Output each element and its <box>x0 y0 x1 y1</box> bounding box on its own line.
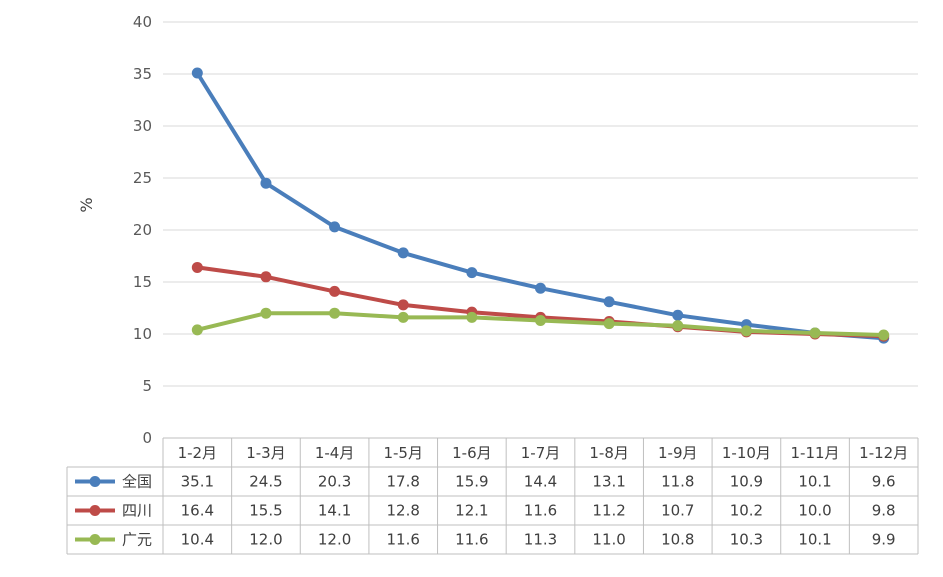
data-label: 14.4 <box>524 473 557 491</box>
data-label: 20.3 <box>318 473 351 491</box>
x-tick-label: 1-6月 <box>452 444 492 462</box>
x-tick-label: 1-3月 <box>246 444 286 462</box>
y-tick-label: 20 <box>133 221 152 239</box>
data-point <box>329 307 341 319</box>
data-point <box>329 285 341 297</box>
data-point <box>466 267 478 279</box>
data-point <box>397 247 409 259</box>
x-tick-label: 1-8月 <box>589 444 629 462</box>
x-tick-label: 1-4月 <box>315 444 355 462</box>
series <box>191 307 890 341</box>
data-point <box>397 311 409 323</box>
series-lines <box>191 67 890 344</box>
legend-label: 广元 <box>122 531 152 549</box>
y-axis-title: % <box>77 197 96 212</box>
data-label: 10.1 <box>798 473 831 491</box>
y-tick-label: 25 <box>133 169 152 187</box>
x-tick-label: 1-2月 <box>178 444 218 462</box>
data-point <box>535 314 546 326</box>
data-label: 12.8 <box>387 502 420 520</box>
x-tick-label: 1-10月 <box>722 444 771 462</box>
legend-marker <box>89 534 101 545</box>
data-label: 10.4 <box>181 531 214 549</box>
data-label: 11.0 <box>592 531 625 549</box>
data-label: 10.7 <box>661 502 694 520</box>
data-label: 35.1 <box>181 473 214 491</box>
data-table: 1-2月 1-3月 1-4月 1-5月 1-6月 1-7月 1-8月 1-9月 1-10月 1-1… <box>66 437 919 555</box>
data-label: 14.1 <box>318 502 351 520</box>
legend-label: 全国 <box>122 473 152 491</box>
data-label: 11.6 <box>455 531 488 549</box>
data-label: 16.4 <box>181 502 214 520</box>
x-tick-label: 1-11月 <box>791 444 840 462</box>
data-label: 13.1 <box>592 473 625 491</box>
data-label: 15.9 <box>455 473 488 491</box>
y-tick-label: 15 <box>133 273 152 291</box>
data-label: 10.0 <box>798 502 831 520</box>
data-label: 10.8 <box>661 531 694 549</box>
y-tick-label: 10 <box>133 325 152 343</box>
data-label: 9.6 <box>872 473 896 491</box>
data-label: 12.0 <box>318 531 351 549</box>
data-point <box>878 329 890 341</box>
data-point <box>603 318 615 330</box>
series-line <box>195 71 886 341</box>
data-label: 9.8 <box>872 502 896 520</box>
data-label: 10.2 <box>730 502 763 520</box>
data-label: 11.3 <box>524 531 557 549</box>
data-label: 24.5 <box>249 473 282 491</box>
data-point <box>535 282 546 294</box>
x-tick-label: 1-5月 <box>383 444 423 462</box>
data-point <box>329 221 341 233</box>
data-label: 10.1 <box>798 531 831 549</box>
data-point <box>397 299 409 311</box>
x-tick-label: 1-12月 <box>859 444 908 462</box>
data-label: 12.1 <box>455 502 488 520</box>
data-point <box>672 320 684 332</box>
legend-label: 四川 <box>122 502 152 520</box>
data-point <box>191 324 203 336</box>
y-tick-label: 40 <box>133 13 152 31</box>
data-label: 12.0 <box>249 531 282 549</box>
data-label: 11.6 <box>387 531 420 549</box>
legend-marker <box>89 476 101 487</box>
data-label: 17.8 <box>387 473 420 491</box>
data-label: 10.9 <box>730 473 763 491</box>
data-label: 11.6 <box>524 502 557 520</box>
data-point <box>191 67 203 79</box>
series <box>191 67 890 344</box>
data-label: 10.3 <box>730 531 763 549</box>
data-label: 11.2 <box>592 502 625 520</box>
data-label: 9.9 <box>872 531 896 549</box>
y-tick-label: 5 <box>142 377 152 395</box>
data-point <box>466 311 478 323</box>
data-point <box>603 296 615 308</box>
data-point <box>191 261 203 273</box>
y-tick-label: 0 <box>142 429 152 447</box>
data-point <box>260 271 272 283</box>
data-point <box>260 177 272 189</box>
data-label: 15.5 <box>249 502 282 520</box>
data-point <box>672 309 684 321</box>
legend-marker <box>89 505 101 516</box>
data-point <box>740 325 752 337</box>
x-tick-label: 1-9月 <box>658 444 698 462</box>
x-tick-label: 1-7月 <box>521 444 561 462</box>
data-point <box>809 327 821 339</box>
y-axis-ticks: 0 5 10 15 20 25 30 35 40 <box>133 13 152 447</box>
y-tick-label: 30 <box>133 117 152 135</box>
data-label: 11.8 <box>661 473 694 491</box>
data-point <box>260 307 272 319</box>
y-tick-label: 35 <box>133 65 152 83</box>
